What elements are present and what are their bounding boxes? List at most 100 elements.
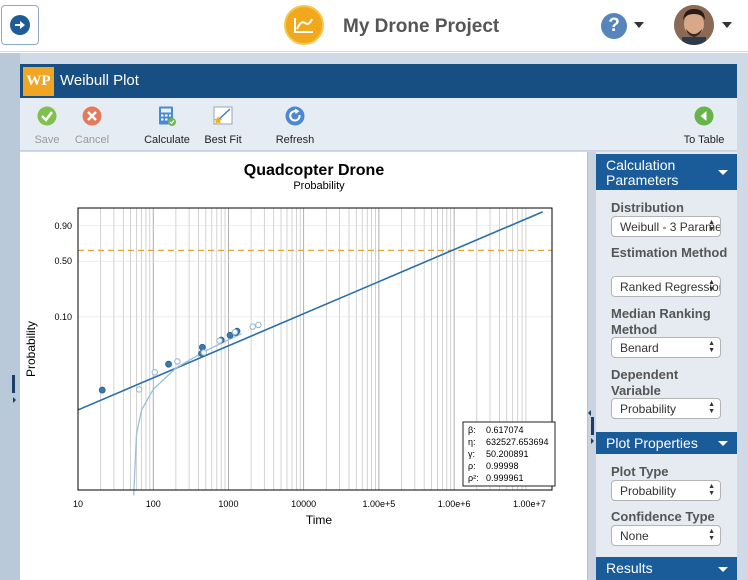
collapse-chevron-icon (718, 566, 728, 572)
navigate-button[interactable] (1, 5, 39, 45)
weibull-plot-badge: WP (23, 67, 54, 96)
app-title: My Drone Project (343, 16, 500, 37)
estimation-method-select[interactable]: Ranked Regression ▲ ▼ (611, 276, 721, 297)
parameter-symbol: γ: (468, 449, 475, 459)
close-icon (82, 106, 102, 126)
x-tick-label: 1.00e+7 (513, 499, 546, 509)
top-bar: My Drone Project ? (0, 0, 748, 52)
best-fit-button[interactable]: Best Fit (201, 106, 245, 146)
refresh-button[interactable]: Refresh (272, 106, 318, 146)
distribution-value: Weibull - 3 Parameter (620, 220, 721, 234)
median-ranking-select[interactable]: Benard ▲ ▼ (611, 337, 721, 358)
data-point (249, 323, 256, 330)
check-icon (37, 106, 57, 126)
y-axis-label: Probability (24, 321, 38, 377)
panel-splitter[interactable] (587, 152, 596, 580)
median-ranking-label: Median Ranking Method (611, 306, 711, 337)
refresh-label: Refresh (275, 134, 315, 146)
data-point (165, 360, 172, 368)
x-tick-label: 100 (146, 499, 161, 509)
select-arrows-icon: ▲ ▼ (708, 528, 715, 542)
best-fit-icon (213, 106, 233, 125)
calculate-label: Calculate (144, 134, 190, 146)
parameter-symbol: β: (468, 425, 476, 435)
select-arrows-icon: ▲ ▼ (708, 401, 715, 415)
results-title: Results (606, 560, 653, 576)
dependent-variable-select[interactable]: Probability ▲ ▼ (611, 398, 721, 419)
plot-panel: 10 100 1000 10000 1.00e+5 1.00e+6 1.00e+7 0.90 0… (20, 152, 587, 580)
x-axis-label: Time (306, 513, 333, 527)
collapse-chevron-icon (718, 441, 728, 446)
plot-type-label: Plot Type (611, 464, 669, 479)
weibull-probability-plot[interactable]: 10 100 1000 10000 1.00e+5 1.00e+6 1.00e+7 0.90 0… (20, 152, 587, 580)
toolbar: Save Cancel Calculate Best Fit Refresh T… (20, 98, 737, 151)
account-chevron-down-icon[interactable] (722, 22, 732, 28)
x-tick-label: 1.00e+6 (438, 499, 471, 509)
data-point (198, 343, 206, 351)
x-tick-label: 1000 (218, 499, 238, 509)
to-table-label: To Table (683, 134, 725, 146)
help-chevron-down-icon[interactable] (634, 22, 644, 28)
select-arrows-icon: ▲ ▼ (708, 219, 715, 233)
dependent-variable-value: Probability (620, 402, 677, 416)
data-point (151, 369, 159, 376)
results-header[interactable]: Results (596, 557, 737, 580)
plot-type-select[interactable]: Probability ▲ ▼ (611, 480, 721, 501)
data-point (231, 328, 239, 336)
y-tick-label: 0.10 (54, 312, 72, 322)
distribution-label: Distribution (611, 200, 684, 215)
fit-line (77, 211, 543, 411)
line-chart-icon (294, 18, 313, 33)
data-point (135, 386, 143, 393)
right-edge (737, 53, 748, 580)
distribution-select[interactable]: Weibull - 3 Parameter ▲▼ (611, 216, 721, 237)
cancel-label: Cancel (74, 134, 110, 146)
select-arrows-icon: ▲ ▼ (708, 483, 715, 497)
select-arrows-icon: ▲ ▼ (708, 340, 715, 354)
window-header: WP Weibull Plot (20, 64, 737, 98)
parameter-value: 50.200891 (486, 449, 529, 459)
calculation-parameters-header[interactable]: Calculation Parameters (596, 154, 737, 190)
collapse-chevron-icon (718, 170, 728, 175)
parameter-value: 0.617074 (486, 425, 524, 435)
save-button[interactable]: Save (32, 106, 62, 146)
chart-title: Quadcopter Drone (244, 162, 385, 179)
confidence-type-value: None (620, 529, 649, 543)
parameter-legend: β: 0.617074 η: 632527.653694 γ: 50.200891 ρ: 0.… (462, 421, 556, 487)
median-ranking-value: Benard (620, 341, 659, 355)
left-collapse-strip[interactable] (0, 53, 20, 580)
parameter-symbol: ρ²: (468, 473, 479, 483)
confidence-type-select[interactable]: None ▲ ▼ (611, 525, 721, 546)
parameter-symbol: ρ: (468, 461, 476, 471)
select-arrows-icon: ▲ ▼ (708, 279, 715, 293)
estimation-method-value: Ranked Regression (620, 280, 721, 294)
parameter-value: 0.999961 (486, 473, 524, 483)
parameter-symbol: η: (468, 437, 476, 447)
plot-properties-title: Plot Properties (606, 435, 698, 451)
plot-frame (77, 207, 553, 491)
user-avatar[interactable] (674, 5, 714, 45)
to-table-button[interactable]: To Table (681, 106, 727, 146)
window-title: Weibull Plot (60, 72, 139, 89)
x-tick-label: 10000 (291, 499, 316, 509)
calculator-icon (159, 106, 176, 126)
plot-properties-header[interactable]: Plot Properties (596, 432, 737, 454)
data-point (226, 331, 234, 339)
calculation-parameters-title: Calculation Parameters (606, 157, 679, 188)
cancel-button[interactable]: Cancel (72, 106, 112, 146)
calculate-button[interactable]: Calculate (141, 106, 193, 146)
data-point (98, 386, 106, 394)
data-point (200, 349, 207, 356)
save-label: Save (34, 134, 60, 146)
dependent-variable-label: Dependent Variable (611, 367, 679, 398)
forward-arrow-icon (10, 15, 30, 35)
confidence-type-label: Confidence Type (611, 509, 715, 524)
back-arrow-icon (694, 106, 714, 126)
help-icon[interactable]: ? (601, 13, 627, 39)
data-point (255, 321, 262, 329)
best-fit-label: Best Fit (204, 134, 242, 146)
parameter-value: 632527.653694 (486, 437, 549, 447)
data-point (216, 337, 223, 344)
properties-sidebar: Calculation Parameters Distribution Weib… (596, 152, 737, 580)
app-logo (284, 5, 324, 45)
